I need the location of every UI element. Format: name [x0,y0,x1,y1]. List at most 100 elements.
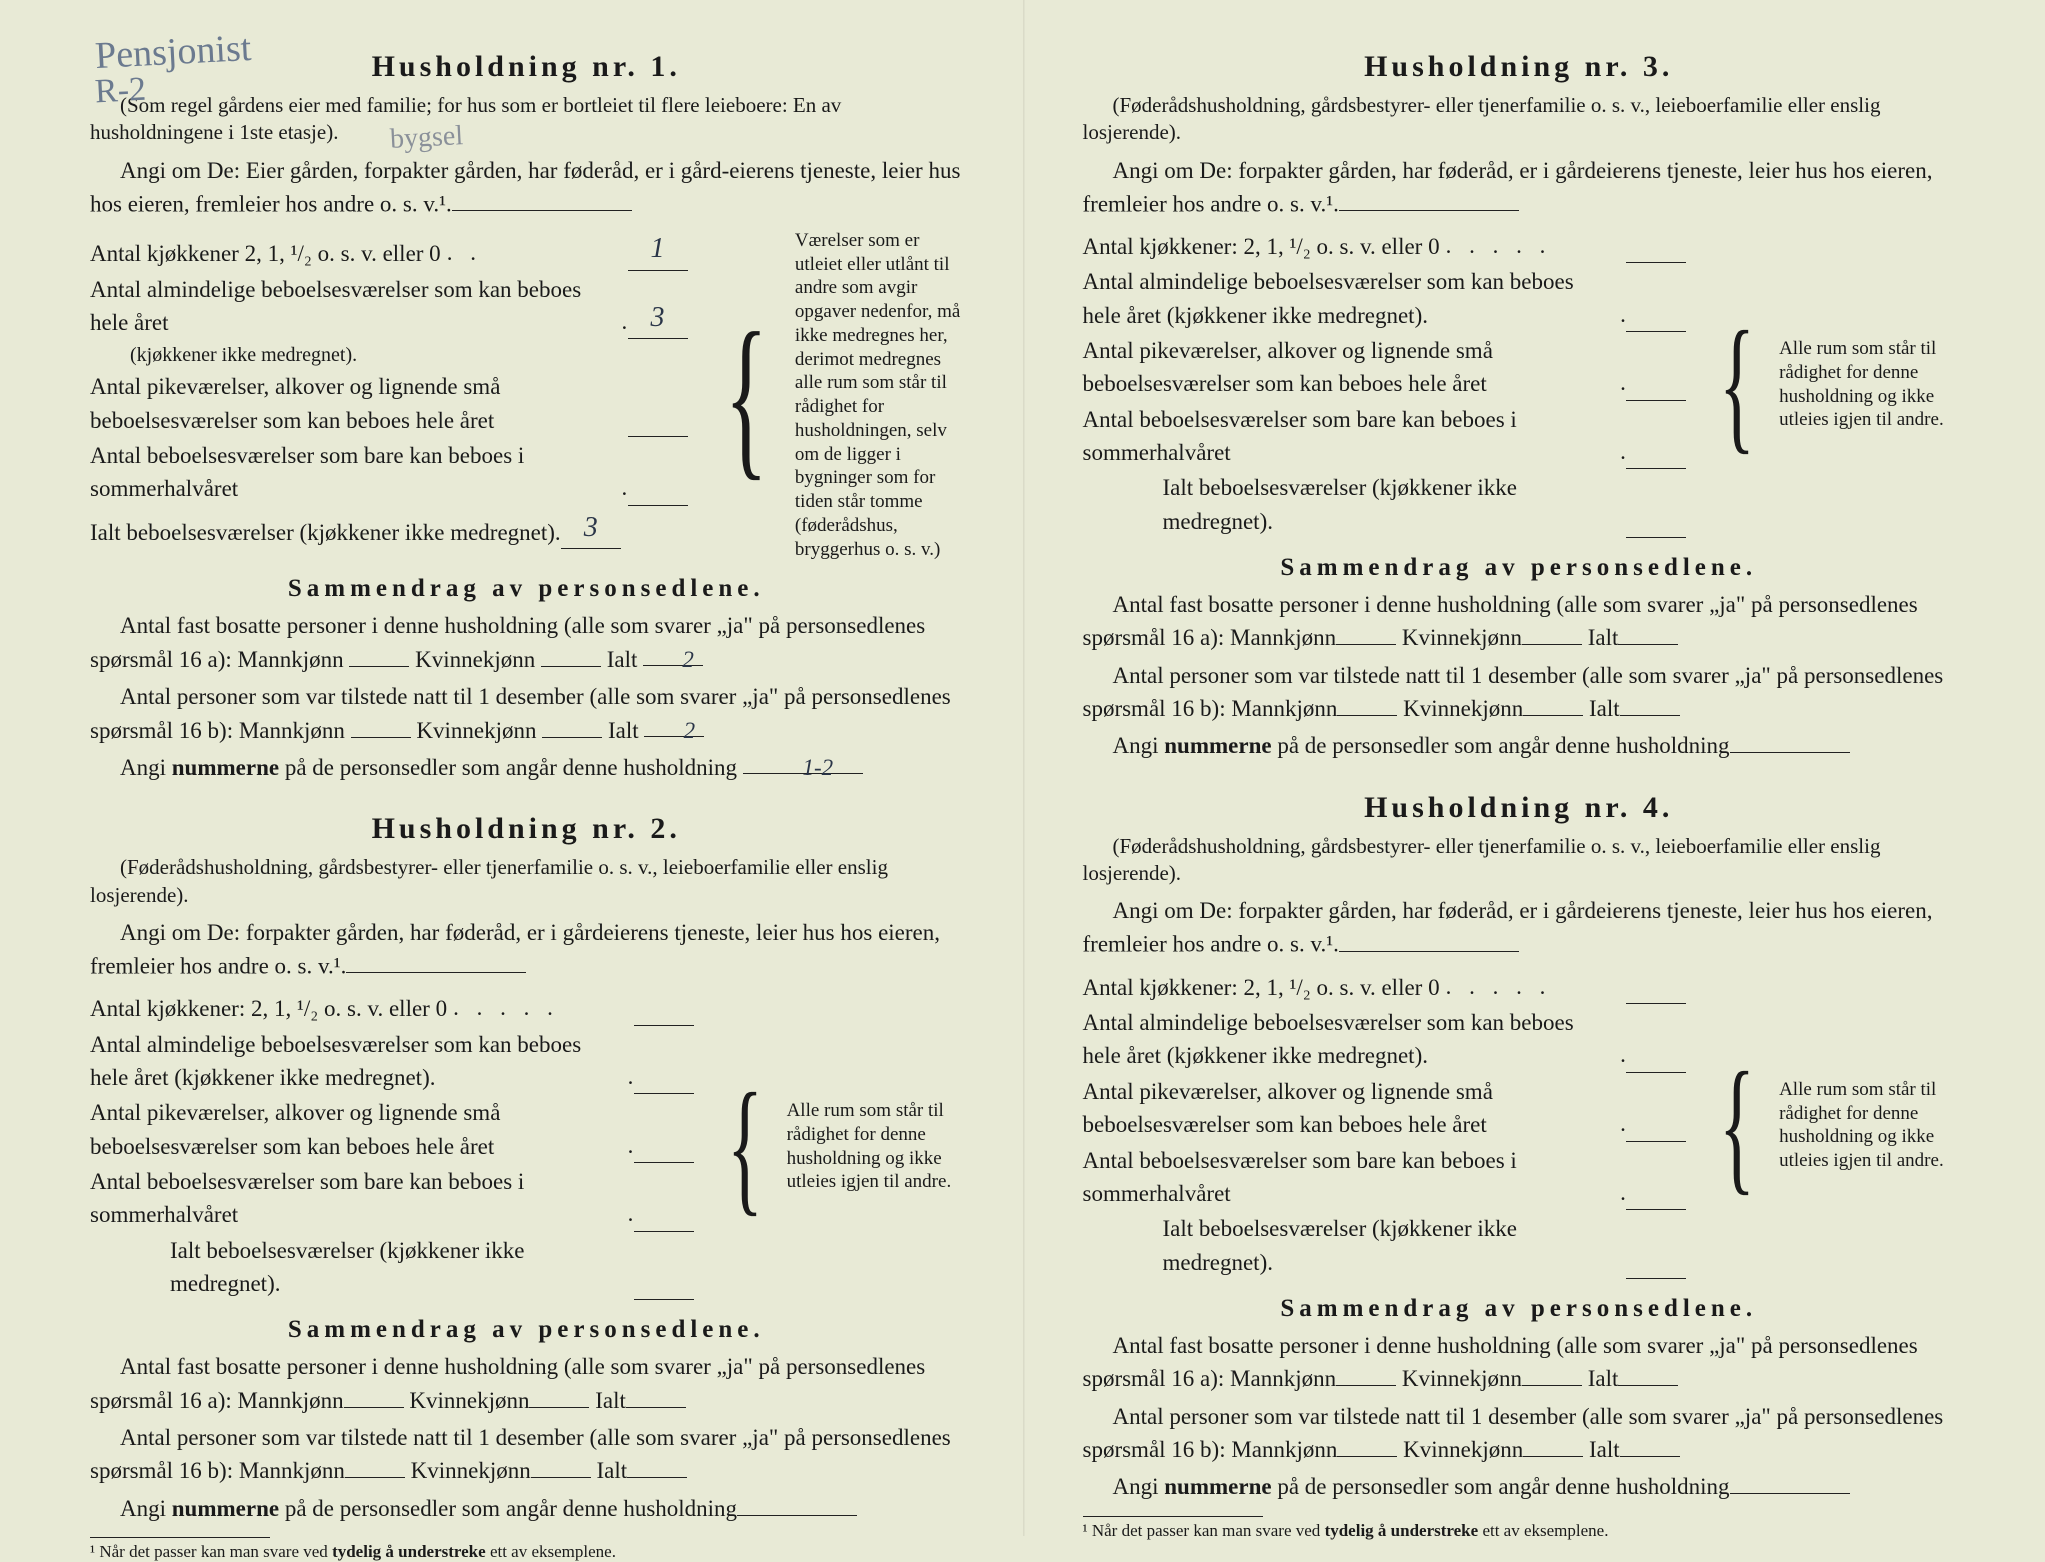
ialt-blank2[interactable] [627,1455,687,1478]
p3-prefix: Angi nummerne på de personsedler som ang… [1113,733,1730,758]
alm-label: Antal almindelige beboelsesværelser som … [90,273,616,340]
sommer-value[interactable] [1626,1209,1686,1210]
hus1-summary-title: Sammendrag av personsedlene. [90,575,963,603]
hus4-rooms: Antal kjøkkener: 2, 1, ¹/₂ o. s. v. elle… [1083,970,1956,1281]
kitchen-value[interactable] [1626,262,1686,263]
ialt-value[interactable] [1626,537,1686,538]
footnote-left: ¹ Når det passer kan man svare ved tydel… [90,1542,963,1562]
ialt-blank2[interactable]: 2 [644,714,704,737]
ialt-label: Ialt [1588,625,1619,650]
hus2-brace: { Alle rum som står til rådighet for den… [709,991,963,1302]
ialt-blank[interactable] [1618,622,1678,645]
dots: . . . . . . . . . . . . . . . . [622,1197,634,1231]
brace-icon: { [1719,321,1755,449]
kitchen-value[interactable] [634,1025,694,1026]
pike-value[interactable] [634,1162,694,1163]
husholdning-3: Husholdning nr. 3. (Føderådshusholdning,… [1083,50,1956,763]
footnote-rule [90,1537,270,1538]
pike-label: Antal pikeværelser, alkover og lignende … [1083,1075,1615,1142]
ialt-blank2[interactable] [1620,1434,1680,1457]
ialt-blank[interactable] [1618,1363,1678,1386]
mann-blank2[interactable] [345,1455,405,1478]
nummer-blank[interactable] [1730,730,1850,753]
hus4-instr-blank[interactable] [1339,926,1519,951]
dots: . . . . . [1440,229,1627,263]
kvinne-blank2[interactable] [542,715,602,738]
mann-blank2[interactable] [1337,1434,1397,1457]
ialt-blank2[interactable] [1620,693,1680,716]
hus4-brace: { Alle rum som står til rådighet for den… [1701,970,1955,1281]
ialt-value[interactable] [634,1299,694,1300]
pike-label: Antal pikeværelser, alkover og lignende … [1083,334,1615,401]
alm-value[interactable] [1626,1072,1686,1073]
footnote-text: ¹ Når det passer kan man svare ved tydel… [1083,1521,1609,1540]
nummer-blank[interactable] [737,1493,857,1516]
nummer-blank[interactable] [1730,1471,1850,1494]
kvinne-blank[interactable] [1522,1363,1582,1386]
hus3-p2: Antal personer som var tilstede natt til… [1083,659,1956,726]
hus1-p2: Antal personer som var tilstede natt til… [90,680,963,747]
mann-blank[interactable] [1336,622,1396,645]
mann-blank[interactable] [344,1385,404,1408]
dots: . . . . . . [616,471,628,505]
p3-prefix: Angi nummerne på de personsedler som ang… [120,755,737,780]
kitchen-value[interactable]: 1 [628,229,688,271]
hus4-p3: Angi nummerne på de personsedler som ang… [1083,1470,1956,1503]
kvinne-blank2[interactable] [1523,693,1583,716]
pike-label: Antal pikeværelser, alkover og lignende … [90,370,628,437]
alm-sub: (kjøkkener ikke medregnet). [90,341,688,370]
hus3-summary-title: Sammendrag av personsedlene. [1083,554,1956,582]
sommer-value[interactable] [628,505,688,506]
hus2-summary-title: Sammendrag av personsedlene. [90,1316,963,1344]
mann-blank2[interactable] [1337,693,1397,716]
hus1-p3: Angi nummerne på de personsedler som ang… [90,751,963,784]
sommer-value[interactable] [634,1231,694,1232]
ialt-value[interactable] [1626,1278,1686,1279]
kvinne-blank[interactable] [541,644,601,667]
brace-icon: { [724,319,767,472]
kvinne-blank2[interactable] [1523,1434,1583,1457]
dots: . . . . . . . . [1614,298,1626,332]
pike-value[interactable] [1626,1141,1686,1142]
alm-label: Antal almindelige beboelsesværelser som … [1083,1006,1615,1073]
pike-label: Antal pikeværelser, alkover og lignende … [90,1096,622,1163]
footnote-right: ¹ Når det passer kan man svare ved tydel… [1083,1521,1956,1541]
handwriting-r2: R-2 [94,71,147,112]
ialt-label: Ialt beboelsesværelser (kjøkkener ikke m… [1163,1212,1627,1279]
hus3-side-note: Alle rum som står til rådighet for denne… [1779,337,1955,432]
kvinne-blank2[interactable] [531,1455,591,1478]
hus1-brace: { Værelser som er utleiet eller utlånt t… [703,229,963,562]
alm-value[interactable] [1626,331,1686,332]
pike-value[interactable] [1626,400,1686,401]
kvinne-blank[interactable] [1522,622,1582,645]
sommer-value[interactable] [1626,468,1686,469]
alm-value[interactable] [634,1093,694,1094]
handwriting-pensjonist: Pensjonist [94,26,252,78]
mann-blank[interactable] [349,644,409,667]
ialt-label: Ialt [607,647,638,672]
hus2-instr: Angi om De: forpakter gården, har føderå… [90,917,963,981]
nummer-blank[interactable]: 1-2 [743,751,863,774]
ialt-blank[interactable] [626,1385,686,1408]
ialt-blank[interactable]: 2 [643,643,703,666]
alm-value[interactable]: 3 [628,298,688,340]
right-page: Husholdning nr. 3. (Føderådshusholdning,… [1023,0,2045,1536]
hus3-title: Husholdning nr. 3. [1083,50,1956,84]
dots: . . . . . [447,991,634,1025]
kitchen-value[interactable] [1626,1003,1686,1004]
hus2-p3: Angi nummerne på de personsedler som ang… [90,1492,963,1525]
hus3-p3: Angi nummerne på de personsedler som ang… [1083,729,1956,762]
hus1-instr-blank[interactable] [452,186,632,211]
kv-label2: Kvinnekjønn [411,1458,531,1483]
ialt-value[interactable]: 3 [561,508,621,550]
hus3-instr-blank[interactable] [1339,186,1519,211]
hus2-instr-blank[interactable] [346,948,526,973]
footnote-text: ¹ Når det passer kan man svare ved tydel… [90,1542,616,1561]
pike-value[interactable] [628,436,688,437]
hus4-p1: Antal fast bosatte personer i denne hush… [1083,1329,1956,1396]
sommer-label: Antal beboelsesværelser som bare kan beb… [1083,403,1615,470]
mann-blank[interactable] [1336,1363,1396,1386]
mann-blank2[interactable] [351,715,411,738]
hus4-summary-title: Sammendrag av personsedlene. [1083,1295,1956,1323]
kvinne-blank[interactable] [529,1385,589,1408]
